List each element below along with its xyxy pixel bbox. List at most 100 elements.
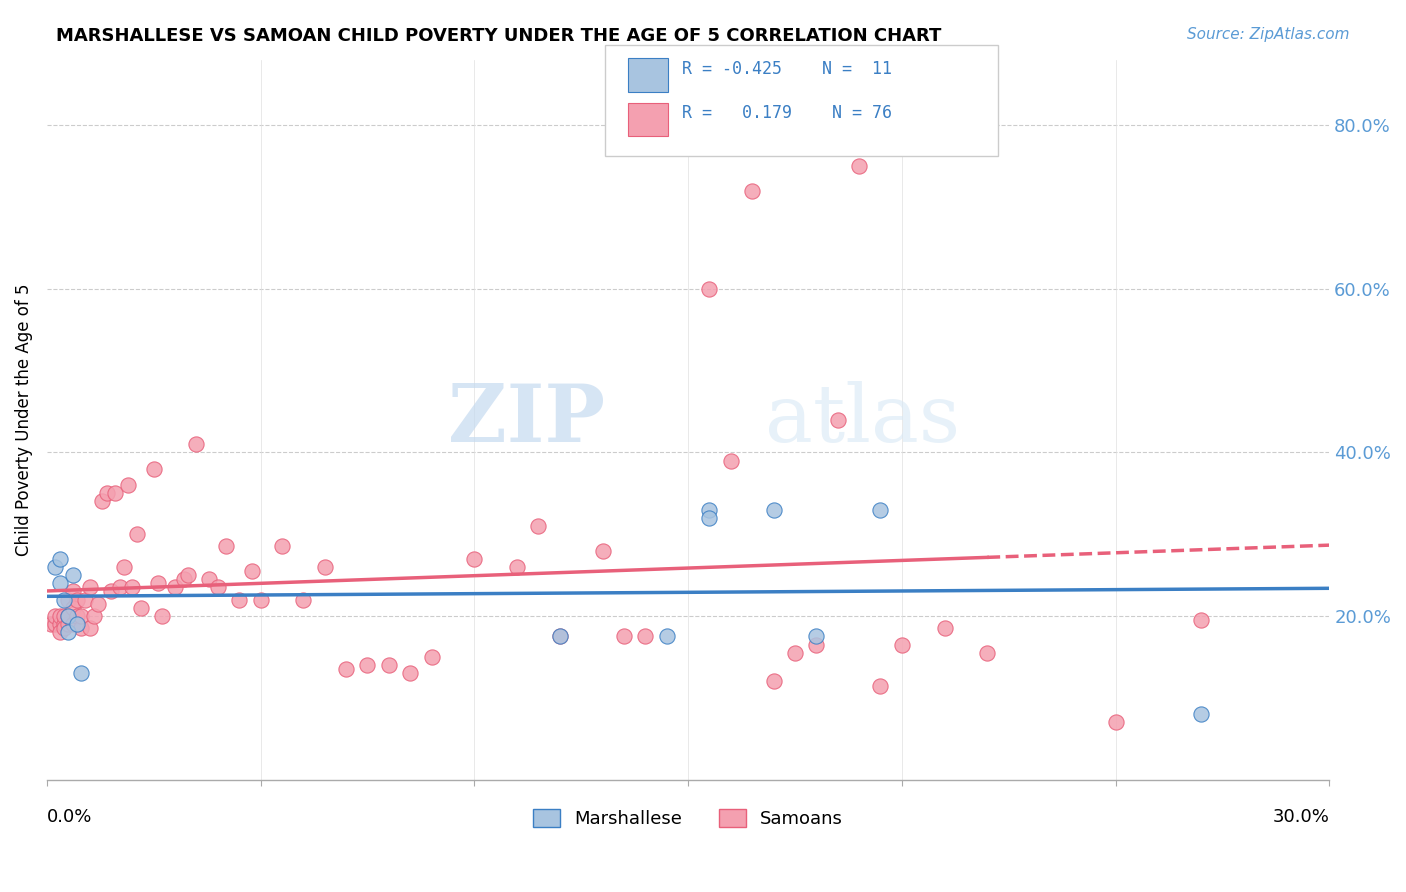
Point	[869, 502, 891, 516]
Point	[48, 576, 70, 591]
Text: R = -0.425    N =  11: R = -0.425 N = 11	[682, 60, 891, 78]
Point	[890, 638, 912, 652]
Point	[655, 629, 678, 643]
Point	[548, 629, 571, 643]
Point	[527, 519, 550, 533]
Y-axis label: Child Poverty Under the Age of 5: Child Poverty Under the Age of 5	[15, 284, 32, 556]
Point	[44, 617, 66, 632]
Point	[741, 184, 763, 198]
Point	[79, 580, 101, 594]
Point	[207, 580, 229, 594]
Text: R =   0.179    N = 76: R = 0.179 N = 76	[682, 104, 891, 122]
Point	[62, 617, 84, 632]
Point	[146, 576, 169, 591]
Point	[79, 621, 101, 635]
Point	[53, 617, 76, 632]
Point	[335, 662, 357, 676]
Point	[62, 600, 84, 615]
Point	[70, 621, 93, 635]
Point	[70, 666, 93, 681]
Point	[292, 592, 315, 607]
Point	[1104, 715, 1126, 730]
Point	[634, 629, 657, 643]
Point	[699, 502, 721, 516]
Point	[177, 568, 200, 582]
Point	[463, 551, 485, 566]
Point	[53, 621, 76, 635]
Point	[108, 580, 131, 594]
Point	[91, 494, 114, 508]
Point	[129, 600, 152, 615]
Point	[806, 629, 828, 643]
Point	[96, 486, 118, 500]
Point	[66, 609, 89, 624]
Point	[934, 621, 956, 635]
Point	[62, 584, 84, 599]
Point	[58, 609, 80, 624]
Point	[66, 617, 89, 632]
Point	[699, 282, 721, 296]
Point	[48, 625, 70, 640]
Point	[186, 437, 208, 451]
Text: atlas: atlas	[765, 381, 960, 458]
Point	[58, 592, 80, 607]
Point	[548, 629, 571, 643]
Point	[58, 617, 80, 632]
Text: 0.0%: 0.0%	[46, 808, 93, 826]
Point	[83, 609, 105, 624]
Point	[762, 674, 785, 689]
Point	[75, 592, 97, 607]
Point	[271, 540, 294, 554]
Point	[783, 646, 806, 660]
Point	[215, 540, 238, 554]
Point	[53, 592, 76, 607]
Point	[142, 461, 165, 475]
Point	[62, 568, 84, 582]
Legend: Marshallese, Samoans: Marshallese, Samoans	[526, 802, 851, 836]
Point	[720, 453, 742, 467]
Text: ZIP: ZIP	[447, 381, 605, 458]
Point	[827, 412, 849, 426]
Point	[1189, 613, 1212, 627]
Point	[58, 625, 80, 640]
Point	[249, 592, 271, 607]
Point	[39, 617, 62, 632]
Point	[762, 502, 785, 516]
Point	[1189, 707, 1212, 722]
Point	[173, 572, 195, 586]
Point	[87, 597, 110, 611]
Point	[117, 478, 139, 492]
Point	[613, 629, 636, 643]
Point	[314, 560, 336, 574]
Point	[48, 551, 70, 566]
Point	[592, 543, 614, 558]
Point	[399, 666, 422, 681]
Point	[165, 580, 187, 594]
Text: MARSHALLESE VS SAMOAN CHILD POVERTY UNDER THE AGE OF 5 CORRELATION CHART: MARSHALLESE VS SAMOAN CHILD POVERTY UNDE…	[56, 27, 942, 45]
Point	[198, 572, 221, 586]
Point	[806, 638, 828, 652]
Point	[420, 649, 443, 664]
Point	[699, 510, 721, 524]
Point	[48, 617, 70, 632]
Text: Source: ZipAtlas.com: Source: ZipAtlas.com	[1187, 27, 1350, 42]
Point	[848, 159, 870, 173]
Text: 30.0%: 30.0%	[1272, 808, 1329, 826]
Point	[240, 564, 263, 578]
Point	[150, 609, 173, 624]
Point	[121, 580, 143, 594]
Point	[58, 609, 80, 624]
Point	[70, 609, 93, 624]
Point	[44, 609, 66, 624]
Point	[869, 679, 891, 693]
Point	[66, 592, 89, 607]
Point	[356, 658, 378, 673]
Point	[112, 560, 135, 574]
Point	[125, 527, 148, 541]
Point	[44, 560, 66, 574]
Point	[53, 609, 76, 624]
Point	[506, 560, 529, 574]
Point	[378, 658, 401, 673]
Point	[228, 592, 250, 607]
Point	[976, 646, 998, 660]
